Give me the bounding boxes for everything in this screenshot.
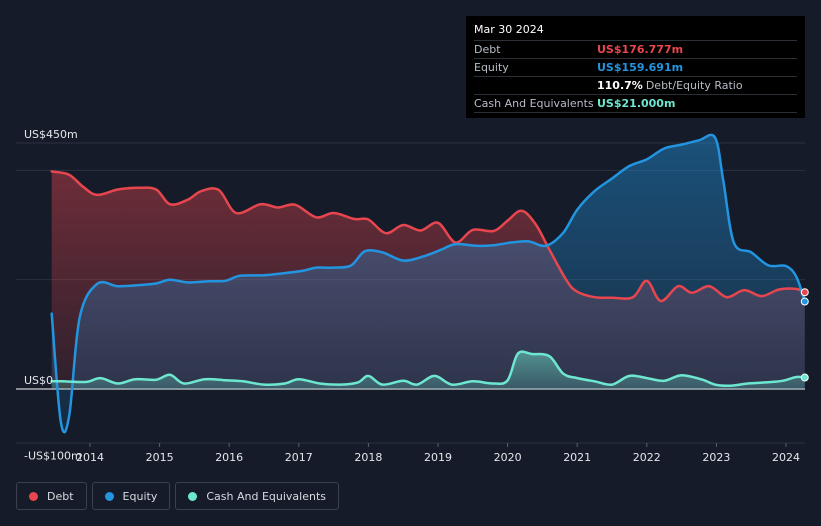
x-tick-label: 2017 <box>285 451 313 464</box>
x-tick-label: 2020 <box>494 451 522 464</box>
x-tick-label: 2019 <box>424 451 452 464</box>
tooltip-ratio-unit: Debt/Equity Ratio <box>645 79 743 92</box>
x-tick-label: 2016 <box>215 451 243 464</box>
tooltip-row-debt: Debt US$176.777m <box>474 40 797 58</box>
x-tick-label: 2014 <box>76 451 104 464</box>
equity-area <box>51 134 805 433</box>
tooltip-value: US$159.691m <box>597 61 684 74</box>
legend-label: Cash And Equivalents <box>206 489 326 503</box>
x-tick-label: 2018 <box>354 451 382 464</box>
x-tick-label: 2023 <box>702 451 730 464</box>
legend-dot-icon <box>29 491 38 501</box>
legend-label: Equity <box>122 489 158 503</box>
legend-item-cash[interactable]: Cash And Equivalents <box>175 482 339 510</box>
x-axis: 2014 2015 2016 2017 2018 2019 2020 2021 2022 2023… <box>76 443 800 464</box>
legend-dot-icon <box>188 491 198 501</box>
y-axis: US$450m US$0 -US$100m <box>24 128 82 463</box>
equity-endpoint-marker <box>800 297 809 306</box>
tooltip-row-cash: Cash And Equivalents US$21.000m <box>474 94 797 113</box>
y-tick-label: -US$100m <box>24 450 82 463</box>
series-areas <box>51 134 805 433</box>
tooltip-value: US$21.000m <box>597 97 676 110</box>
legend-label: Debt <box>47 489 74 503</box>
cash-area <box>51 351 805 389</box>
tooltip-value: US$176.777m <box>597 43 684 56</box>
x-tick-label: 2015 <box>146 451 174 464</box>
x-tick-label: 2024 <box>772 451 800 464</box>
equity-line <box>50 133 807 434</box>
cash-endpoint-marker <box>800 373 809 382</box>
tooltip-value: 110.7% <box>597 79 643 92</box>
legend-item-equity[interactable]: Equity <box>91 482 171 510</box>
legend-item-debt[interactable]: Debt <box>16 482 87 510</box>
x-tick-label: 2022 <box>633 451 661 464</box>
tooltip-label: Debt <box>474 43 501 56</box>
tooltip-label: Cash And Equivalents <box>474 97 594 110</box>
tooltip-row-equity: Equity US$159.691m <box>474 58 797 76</box>
debt-endpoint-marker <box>800 288 809 297</box>
series-lines <box>50 133 807 434</box>
y-tick-label: US$450m <box>24 128 78 141</box>
series-endpoints <box>800 288 809 382</box>
data-tooltip: Mar 30 2024 Debt US$176.777m Equity US$1… <box>466 16 805 118</box>
y-tick-label: US$0 <box>24 374 53 387</box>
tooltip-label: Equity <box>474 61 509 74</box>
debt-line <box>50 170 807 303</box>
x-tick-label: 2021 <box>563 451 591 464</box>
tooltip-row-ratio: 110.7% Debt/Equity Ratio <box>474 76 797 94</box>
chart-legend: Debt Equity Cash And Equivalents <box>16 482 339 510</box>
tooltip-date: Mar 30 2024 <box>474 23 544 36</box>
legend-dot-icon <box>104 491 114 501</box>
cash-line <box>50 350 807 388</box>
